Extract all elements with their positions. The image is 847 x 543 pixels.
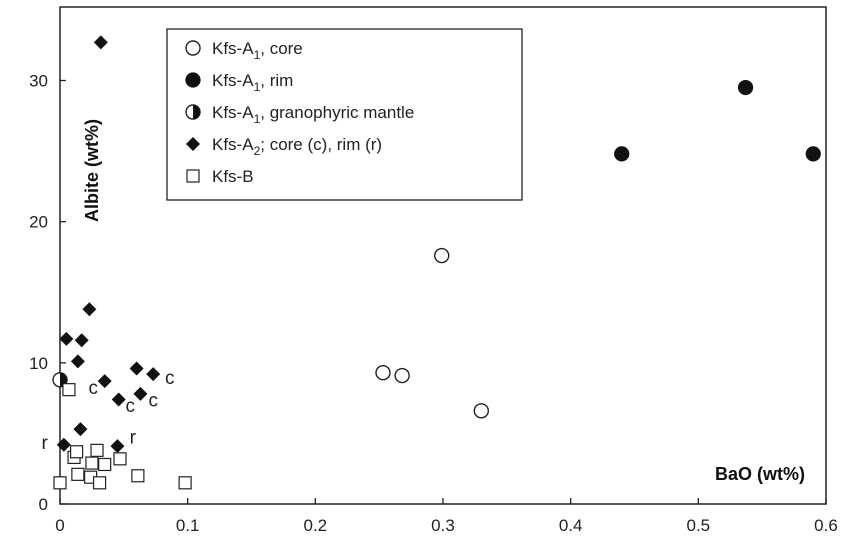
data-point-circle-filled [614,146,630,162]
data-point-square-open [178,476,192,490]
legend-text-part: ) [376,135,382,154]
data-point-circle-open [434,247,450,264]
point-annotation: c [165,368,175,389]
legend-entry: Kfs-A2; core (c), rim (r) [212,135,382,158]
data-point-diamond-filled [59,331,74,346]
data-point-square-open [90,443,104,457]
data-point-circle-open [473,403,489,419]
legend-text-part: 1 [254,112,261,126]
y-tick-label: 30 [29,72,48,91]
x-tick-label: 0.2 [304,516,328,535]
y-axis-title: Albite (wt%) [82,119,102,222]
x-tick-label: 0.6 [814,516,838,535]
legend-marker-circle-open [185,40,201,56]
data-point-diamond-filled [129,361,144,376]
legend-text-part: Kfs-A [212,71,254,90]
data-point-diamond-filled [82,302,97,317]
data-point-square-open [62,383,76,397]
data-point-diamond-filled [110,439,125,454]
legend-entry: Kfs-B [212,167,254,186]
x-tick-label: 0 [55,516,64,535]
data-point-diamond-filled [74,333,89,348]
data-point-diamond-filled [111,392,126,407]
data-markers [52,35,821,490]
data-point-diamond-filled [93,35,108,50]
data-point-diamond-filled [146,367,161,382]
data-point-square-open [53,476,67,490]
data-point-circle-filled [805,146,821,162]
data-point-circle-open [394,367,410,384]
legend-box [166,28,523,201]
legend-marker-circle-half [185,104,201,120]
legend-marker-diamond-filled [186,137,200,151]
data-point-circle-filled [737,79,754,96]
legend-entry: Kfs-A1, rim [212,71,293,94]
legend-entry: Kfs-A1, granophyric mantle [212,103,414,126]
y-tick-label: 10 [29,354,48,373]
data-point-diamond-filled [56,437,71,452]
data-point-diamond-filled [70,354,85,369]
legend-text-part: c [313,135,322,154]
data-point-square-open [85,456,99,470]
point-annotation: c [125,396,135,417]
legend-text-part: Kfs-A [212,103,254,122]
data-point-square-open [98,457,112,472]
legend-text-part: ; core ( [260,135,313,154]
legend-text-part: , rim [260,71,293,90]
legend-text-part: Kfs-A [212,39,254,58]
data-point-square-open [69,445,84,459]
legend-text-part: r [371,135,377,154]
point-annotation: r [130,427,137,448]
legend-text-part: 1 [254,80,261,94]
legend-text-part: , core [260,39,303,58]
data-point-square-open [71,467,85,481]
x-axis-title: BaO (wt%) [715,464,805,484]
x-tick-label: 0.5 [687,516,711,535]
legend-marker-square-open [186,169,200,183]
x-tick-label: 0.1 [176,516,200,535]
y-tick-label: 20 [29,213,48,232]
legend-text-part: Kfs-A [212,135,254,154]
legend-text-part: 2 [254,144,261,158]
legend-text-part: , granophyric mantle [260,103,414,122]
legend-text-part: 1 [254,48,261,62]
legend-text-part: ), rim ( [322,135,371,154]
data-point-circle-open [375,365,391,381]
legend-text-part: Kfs-B [212,167,254,186]
data-point-square-open [131,469,145,483]
data-point-square-open [113,452,127,466]
axis-ticks: 0 0.1 0.2 0.3 0.4 0.5 0.6 0 10 20 30 [29,72,838,536]
point-annotation: r [42,433,49,454]
data-point-diamond-filled [133,386,148,401]
y-tick-label: 0 [39,495,48,514]
data-point-square-open [92,476,107,490]
x-tick-label: 0.3 [431,516,455,535]
data-point-diamond-filled [73,422,88,437]
legend-marker-circle-filled [185,72,201,88]
point-annotation: c [88,378,98,399]
x-tick-label: 0.4 [559,516,583,535]
point-annotation: c [148,391,158,412]
data-point-diamond-filled [97,374,112,389]
legend-entry: Kfs-A1, core [212,39,303,62]
point-annotations: cc ccr r [42,368,175,454]
